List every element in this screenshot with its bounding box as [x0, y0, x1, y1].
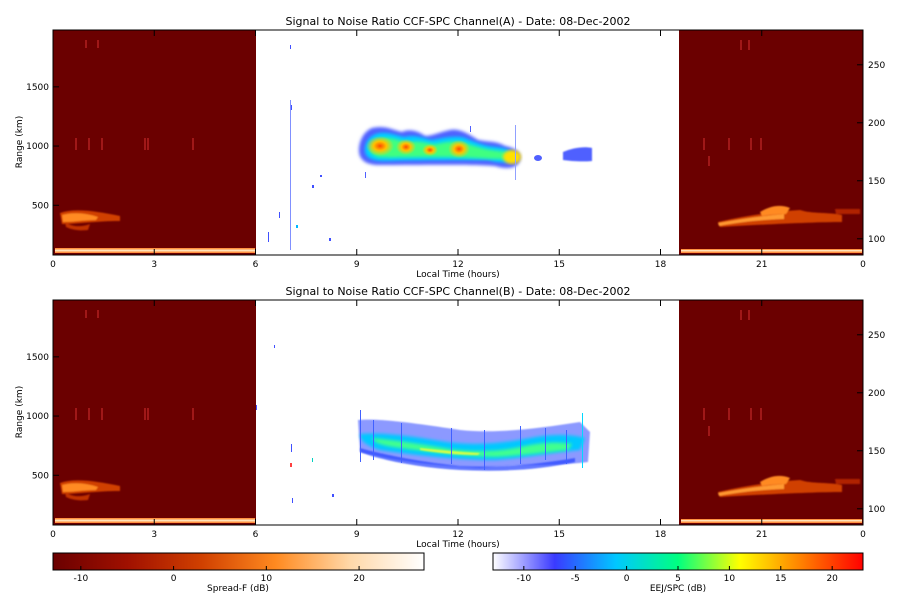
colorbar-tick-label: 10: [724, 574, 736, 584]
sparse-echoes-b: [256, 345, 334, 503]
y-tick-label-b: 1500: [26, 353, 49, 363]
spread-f-streaks-left-a: [75, 40, 194, 150]
y2-axis-a: 100 150 200 250: [857, 61, 885, 245]
y2-tick-label-b: 100: [868, 505, 885, 515]
spread-f-left-b: [53, 300, 256, 525]
x-axis-label-a: Local Time (hours): [416, 270, 499, 280]
colorbar-spread-f: -10 0 10 20 Spread-F (dB): [52, 552, 425, 594]
y2-tick-label-a: 250: [868, 61, 885, 71]
echo-layer-b: [358, 410, 590, 471]
x-tick-label-a: 6: [253, 260, 259, 270]
y-axis-b: 500 1000 1500: [26, 353, 59, 481]
x-axis-label-b: Local Time (hours): [416, 540, 499, 550]
echo-layer-a: [358, 125, 592, 180]
colorbar-tick-label: 0: [624, 574, 630, 584]
x-tick-label-a: 0: [50, 260, 56, 270]
colorbar-tick-label: 15: [775, 574, 786, 584]
y2-axis-b: 100 150 200 250: [857, 331, 885, 515]
y-axis-a: 500 1000 1500: [26, 83, 59, 211]
y-tick-label-a: 1000: [26, 142, 49, 152]
chart-title-a: Signal to Noise Ratio CCF-SPC Channel(A)…: [286, 15, 631, 28]
y2-tick-label-b: 250: [868, 331, 885, 341]
colorbar-tick-label: -10: [73, 574, 88, 584]
x-tick-label-a: 9: [354, 260, 360, 270]
y-tick-label-b: 1000: [26, 412, 49, 422]
chart-panel-b: Signal to Noise Ratio CCF-SPC Channel(B)…: [15, 285, 885, 550]
spread-f-echo-right-a: [718, 205, 860, 227]
y-axis-label-a: Range (km): [15, 116, 25, 168]
x-tick-label-b: 0: [50, 530, 56, 540]
spread-f-echo-left-b: [60, 480, 120, 501]
colorbar-spread-f-ticks: -10 0 10 20: [73, 566, 365, 584]
colorbar-tick-label: -5: [571, 574, 580, 584]
x-tick-label-a: 15: [554, 260, 565, 270]
x-tick-label-a: 3: [151, 260, 157, 270]
sparse-echoes-a: [268, 45, 331, 250]
colorbar-spread-f-label: Spread-F (dB): [207, 584, 269, 594]
x-tick-label-b: 0: [860, 530, 866, 540]
colorbar-tick-label: 20: [353, 574, 365, 584]
x-tick-label-b: 21: [756, 530, 767, 540]
spread-f-echo-right-b: [718, 475, 860, 497]
y-tick-label-a: 500: [32, 201, 49, 211]
x-tick-label-a: 12: [452, 260, 463, 270]
colorbar-spread-f-bar: [52, 552, 425, 571]
y-axis-label-b: Range (km): [15, 386, 25, 438]
x-tick-label-a: 21: [756, 260, 767, 270]
colorbar-tick-label: 5: [675, 574, 681, 584]
colorbar-tick-label: -10: [516, 574, 531, 584]
y2-tick-label-b: 200: [868, 389, 885, 399]
colorbar-eej-label: EEJ/SPC (dB): [650, 584, 706, 594]
y2-tick-label-a: 150: [868, 177, 885, 187]
colorbar-tick-label: 0: [171, 574, 177, 584]
colorbar-eej-ticks: -10 -5 0 5 10 15 20: [516, 566, 838, 584]
spread-f-right-b: [679, 300, 863, 525]
spread-f-left-a: [53, 30, 256, 255]
x-tick-label-b: 6: [253, 530, 259, 540]
y2-tick-label-a: 100: [868, 235, 885, 245]
y-tick-label-b: 500: [32, 471, 49, 481]
x-tick-label-b: 3: [151, 530, 157, 540]
chart-panel-a: Signal to Noise Ratio CCF-SPC Channel(A)…: [15, 15, 885, 280]
chart-title-b: Signal to Noise Ratio CCF-SPC Channel(B)…: [286, 285, 631, 298]
colorbar-tick-label: 10: [261, 574, 273, 584]
colorbar-eej: -10 -5 0 5 10 15 20 EEJ/SPC (dB): [492, 552, 864, 594]
x-tick-label-b: 18: [655, 530, 667, 540]
x-axis-a: 0 3 6 9 12 15 18 21 0: [50, 30, 866, 270]
spread-f-right-a: [679, 30, 863, 255]
y2-tick-label-a: 200: [868, 119, 885, 129]
x-tick-label-a: 18: [655, 260, 667, 270]
y-tick-label-a: 1500: [26, 83, 49, 93]
colorbar-tick-label: 20: [826, 574, 838, 584]
y2-tick-label-b: 150: [868, 447, 885, 457]
x-tick-label-b: 15: [554, 530, 565, 540]
x-axis-b: 0 3 6 9 12 15 18 21 0: [50, 300, 866, 540]
x-tick-label-b: 12: [452, 530, 463, 540]
x-tick-label-a: 0: [860, 260, 866, 270]
spread-f-echo-left-a: [60, 210, 120, 231]
x-tick-label-b: 9: [354, 530, 360, 540]
